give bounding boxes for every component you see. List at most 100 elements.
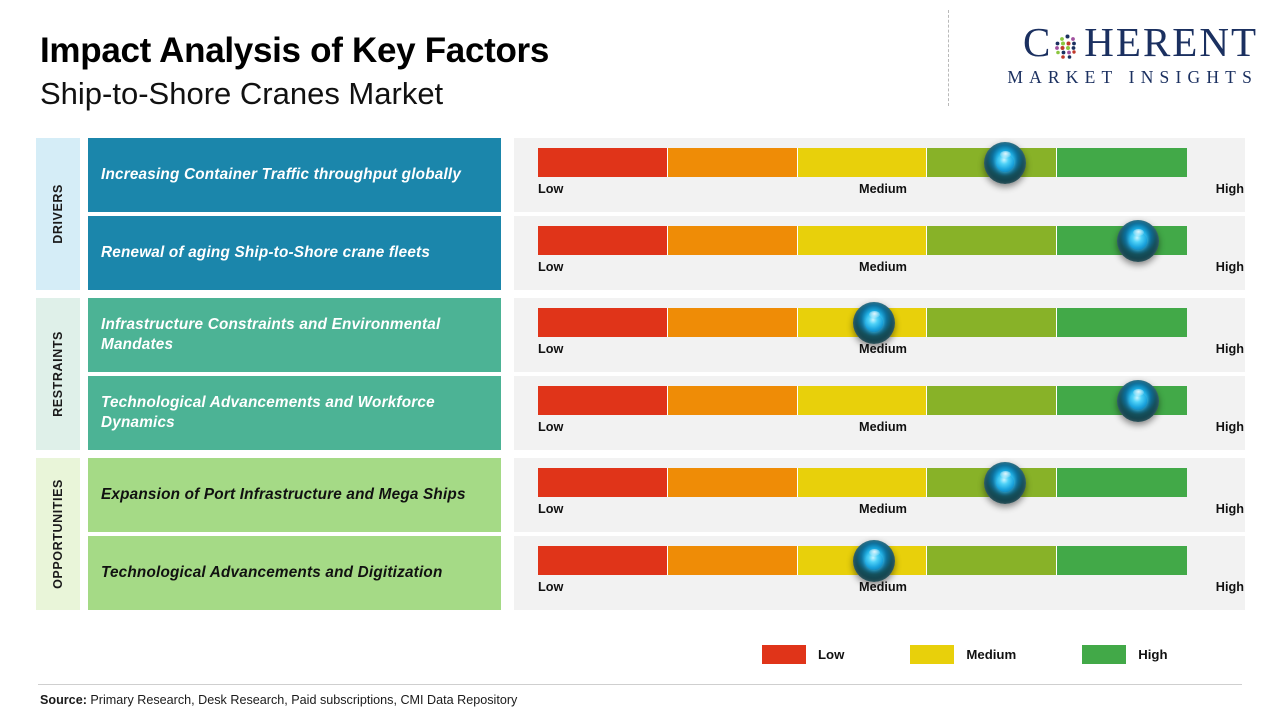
scale-label-low: Low (538, 260, 564, 274)
gauge-segment-3 (797, 468, 928, 497)
gauge-segment-1 (538, 226, 668, 255)
scale-label-medium: Medium (859, 260, 907, 274)
scale-label-medium: Medium (859, 420, 907, 434)
scale-label-medium: Medium (859, 502, 907, 516)
footer-divider (38, 684, 1242, 685)
gauge-bar (538, 308, 1187, 337)
legend-label: Low (818, 647, 845, 662)
factor-label: Infrastructure Constraints and Environme… (88, 298, 501, 372)
gauge-scale-labels: Low Medium High (538, 502, 1244, 522)
category-group-drivers: DRIVERS Increasing Container Traffic thro… (0, 138, 1280, 290)
impact-marker[interactable] (984, 461, 1027, 504)
category-group-opportunities: OPPORTUNITIES Expansion of Port Infrastru… (0, 458, 1280, 610)
scale-label-low: Low (538, 342, 564, 356)
factor-label: Technological Advancements and Digitizat… (88, 536, 501, 610)
gauge-segment-3 (797, 226, 928, 255)
gauge-segment-2 (667, 546, 798, 575)
legend: Low Medium High (762, 645, 1168, 664)
brand-logo: C (997, 22, 1258, 88)
gauge-segment-3 (797, 386, 928, 415)
impact-marker[interactable] (984, 141, 1027, 184)
gauge-bar (538, 386, 1187, 415)
source-note: Source: Primary Research, Desk Research,… (40, 693, 517, 707)
scale-label-low: Low (538, 182, 564, 196)
gauge-segment-4 (927, 546, 1058, 575)
factor-row: Increasing Container Traffic throughput … (0, 138, 1280, 212)
scale-label-low: Low (538, 420, 564, 434)
impact-marker[interactable] (1117, 219, 1160, 262)
scale-label-medium: Medium (859, 580, 907, 594)
gauge-bar (538, 468, 1187, 497)
factor-label: Technological Advancements and Workforce… (88, 376, 501, 450)
gauge-segment-5 (1057, 546, 1187, 575)
title-block: Impact Analysis of Key Factors Ship-to-S… (40, 31, 549, 112)
gauge-scale-labels: Low Medium High (538, 580, 1244, 600)
gauge-segment-5 (1057, 148, 1187, 177)
header: Impact Analysis of Key Factors Ship-to-S… (0, 0, 1280, 130)
legend-swatch (762, 645, 806, 664)
category-label-opportunities: OPPORTUNITIES (36, 458, 80, 610)
gauge-segment-1 (538, 386, 668, 415)
factor-row: Expansion of Port Infrastructure and Meg… (0, 458, 1280, 532)
factor-row: Infrastructure Constraints and Environme… (0, 298, 1280, 372)
factor-row: Renewal of aging Ship-to-Shore crane fle… (0, 216, 1280, 290)
factor-label: Renewal of aging Ship-to-Shore crane fle… (88, 216, 501, 290)
brand-logo-wordmark: C (997, 22, 1258, 63)
legend-item-medium: Medium (910, 645, 1016, 664)
impact-gauge: Low Medium High (514, 138, 1245, 212)
scale-label-high: High (1215, 420, 1244, 434)
legend-label: Medium (966, 647, 1017, 662)
impact-marker[interactable] (1117, 379, 1160, 422)
gauge-segment-2 (667, 468, 798, 497)
gauge-segment-1 (538, 148, 668, 177)
factor-row: Technological Advancements and Workforce… (0, 376, 1280, 450)
scale-label-high: High (1215, 260, 1244, 274)
legend-swatch (1082, 645, 1127, 664)
impact-marker[interactable] (853, 539, 896, 582)
impact-marker[interactable] (853, 301, 896, 344)
gauge-segment-4 (927, 308, 1058, 337)
page-subtitle: Ship-to-Shore Cranes Market (40, 76, 444, 112)
brand-logo-tagline: MARKET INSIGHTS (1007, 67, 1258, 87)
impact-gauge: Low Medium High (514, 216, 1245, 290)
gauge-scale-labels: Low Medium High (538, 182, 1244, 202)
factor-row: Technological Advancements and Digitizat… (0, 536, 1280, 610)
category-group-restraints: RESTRAINTS Infrastructure Constraints and… (0, 298, 1280, 450)
source-text: Primary Research, Desk Research, Paid su… (86, 693, 518, 707)
page-title: Impact Analysis of Key Factors (40, 31, 550, 70)
impact-matrix: DRIVERS Increasing Container Traffic thro… (0, 138, 1280, 618)
gauge-segment-3 (797, 148, 928, 177)
source-label: Source: (40, 693, 87, 707)
scale-label-medium: Medium (859, 182, 907, 196)
gauge-segment-5 (1057, 308, 1187, 337)
scale-label-low: Low (538, 580, 564, 594)
scale-label-high: High (1215, 182, 1244, 196)
scale-label-high: High (1215, 580, 1244, 594)
impact-gauge: Low Medium High (514, 376, 1245, 450)
brand-logo-letter-c: C (1022, 19, 1053, 65)
gauge-segment-2 (667, 226, 798, 255)
impact-gauge: Low Medium High (514, 298, 1245, 372)
category-label-restraints: RESTRAINTS (36, 298, 80, 450)
gauge-segment-1 (538, 308, 668, 337)
gauge-segment-4 (927, 386, 1058, 415)
gauge-segment-2 (667, 148, 798, 177)
legend-item-low: Low (762, 645, 844, 664)
impact-gauge: Low Medium High (514, 536, 1245, 610)
gauge-segment-1 (538, 546, 668, 575)
gauge-segment-2 (667, 308, 798, 337)
scale-label-high: High (1215, 502, 1244, 516)
scale-label-low: Low (538, 502, 564, 516)
gauge-segment-5 (1057, 468, 1187, 497)
factor-label: Increasing Container Traffic throughput … (88, 138, 501, 212)
brand-logo-letters-rest: HERENT (1084, 19, 1258, 65)
gauge-bar (538, 226, 1187, 255)
gauge-segment-2 (667, 386, 798, 415)
globe-icon (1052, 29, 1083, 60)
gauge-scale-labels: Low Medium High (538, 342, 1244, 362)
legend-label: High (1138, 647, 1168, 662)
gauge-scale-labels: Low Medium High (538, 420, 1244, 440)
gauge-scale-labels: Low Medium High (538, 260, 1244, 280)
legend-item-high: High (1082, 645, 1168, 664)
